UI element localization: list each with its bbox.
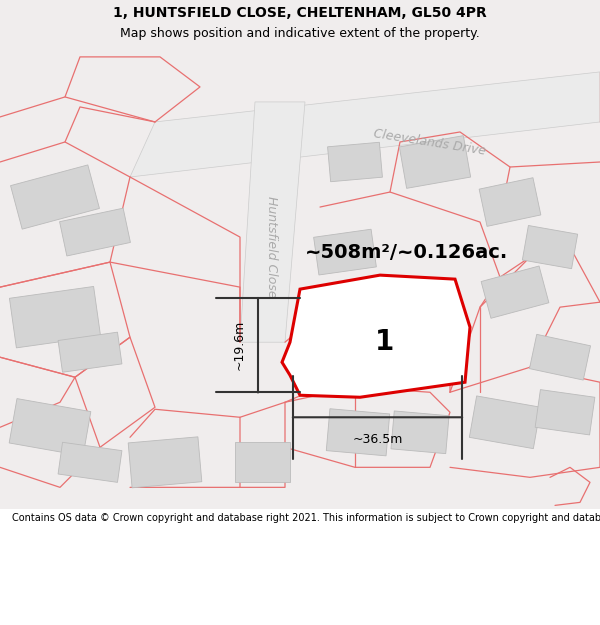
Text: Map shows position and indicative extent of the property.: Map shows position and indicative extent… — [120, 28, 480, 40]
Polygon shape — [240, 102, 305, 342]
Polygon shape — [10, 286, 101, 348]
Polygon shape — [58, 442, 122, 483]
Polygon shape — [391, 411, 449, 454]
Polygon shape — [481, 266, 549, 318]
Polygon shape — [479, 177, 541, 226]
Text: ~508m²/~0.126ac.: ~508m²/~0.126ac. — [305, 242, 508, 262]
Polygon shape — [282, 275, 470, 398]
Polygon shape — [59, 208, 130, 256]
Text: Huntsfield Close: Huntsfield Close — [265, 196, 278, 298]
Text: ~36.5m: ~36.5m — [352, 433, 403, 446]
Polygon shape — [400, 136, 470, 188]
Polygon shape — [535, 389, 595, 435]
Polygon shape — [128, 437, 202, 488]
Polygon shape — [9, 399, 91, 456]
Polygon shape — [58, 332, 122, 372]
Polygon shape — [326, 409, 390, 456]
Polygon shape — [523, 226, 578, 269]
Text: Cleevelands Drive: Cleevelands Drive — [373, 127, 487, 158]
Polygon shape — [529, 334, 590, 380]
Text: Contains OS data © Crown copyright and database right 2021. This information is : Contains OS data © Crown copyright and d… — [12, 513, 600, 523]
Polygon shape — [314, 229, 376, 275]
Polygon shape — [235, 442, 290, 483]
Text: 1, HUNTSFIELD CLOSE, CHELTENHAM, GL50 4PR: 1, HUNTSFIELD CLOSE, CHELTENHAM, GL50 4P… — [113, 6, 487, 20]
Polygon shape — [11, 165, 100, 229]
Text: ~19.6m: ~19.6m — [233, 320, 246, 371]
Polygon shape — [328, 142, 382, 182]
Text: 1: 1 — [376, 328, 395, 356]
Polygon shape — [130, 72, 600, 177]
Polygon shape — [469, 396, 541, 449]
